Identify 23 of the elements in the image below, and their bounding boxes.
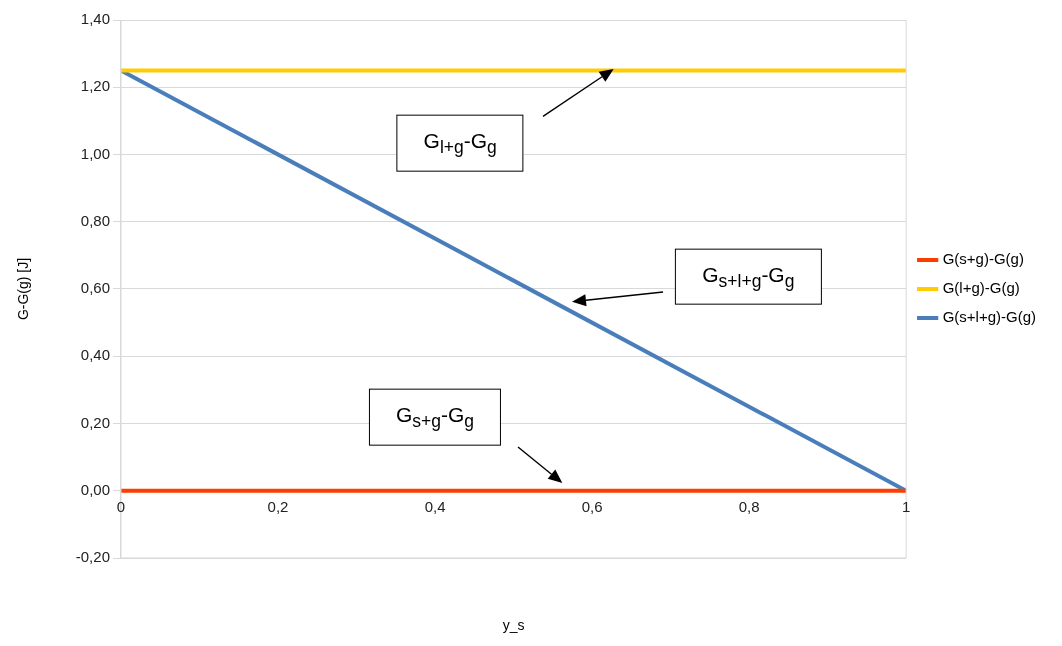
y-tick-label: 1,40: [80, 10, 110, 28]
annotation: G$_{s+l+g}$-G$_{g}$: [675, 248, 822, 305]
x-tick-label: 0,2: [267, 498, 289, 516]
x-tick-label: 1: [901, 498, 911, 516]
y-tick-label: 1,20: [80, 77, 110, 95]
annotation: G$_{l+g}$-G$_{g}$: [396, 114, 524, 172]
legend-label: G(s+l+g)-G(g): [942, 308, 1037, 326]
legend-label: G(s+g)-G(g): [942, 250, 1024, 268]
y-axis-title: G-G(g) [J]: [15, 257, 32, 321]
y-tick-label: 0,00: [80, 480, 110, 498]
y-tick-label: 0,20: [80, 413, 110, 431]
y-tick-label: -0,20: [75, 548, 110, 566]
y-tick-label: 0,40: [80, 346, 110, 364]
x-tick-label: 0: [116, 498, 126, 516]
x-tick-label: 0,8: [738, 498, 760, 516]
y-tick-label: 0,60: [80, 279, 110, 297]
annotation: G$_{s+g}$-G$_{g}$: [368, 388, 502, 446]
x-tick-label: 0,4: [424, 498, 446, 516]
x-tick-label: 0,6: [581, 498, 603, 516]
legend-label: G(l+g)-G(g): [942, 279, 1020, 297]
y-tick-label: 1,00: [80, 144, 110, 162]
y-tick-label: 0,80: [80, 211, 110, 229]
x-axis-title: y_s: [502, 617, 525, 633]
